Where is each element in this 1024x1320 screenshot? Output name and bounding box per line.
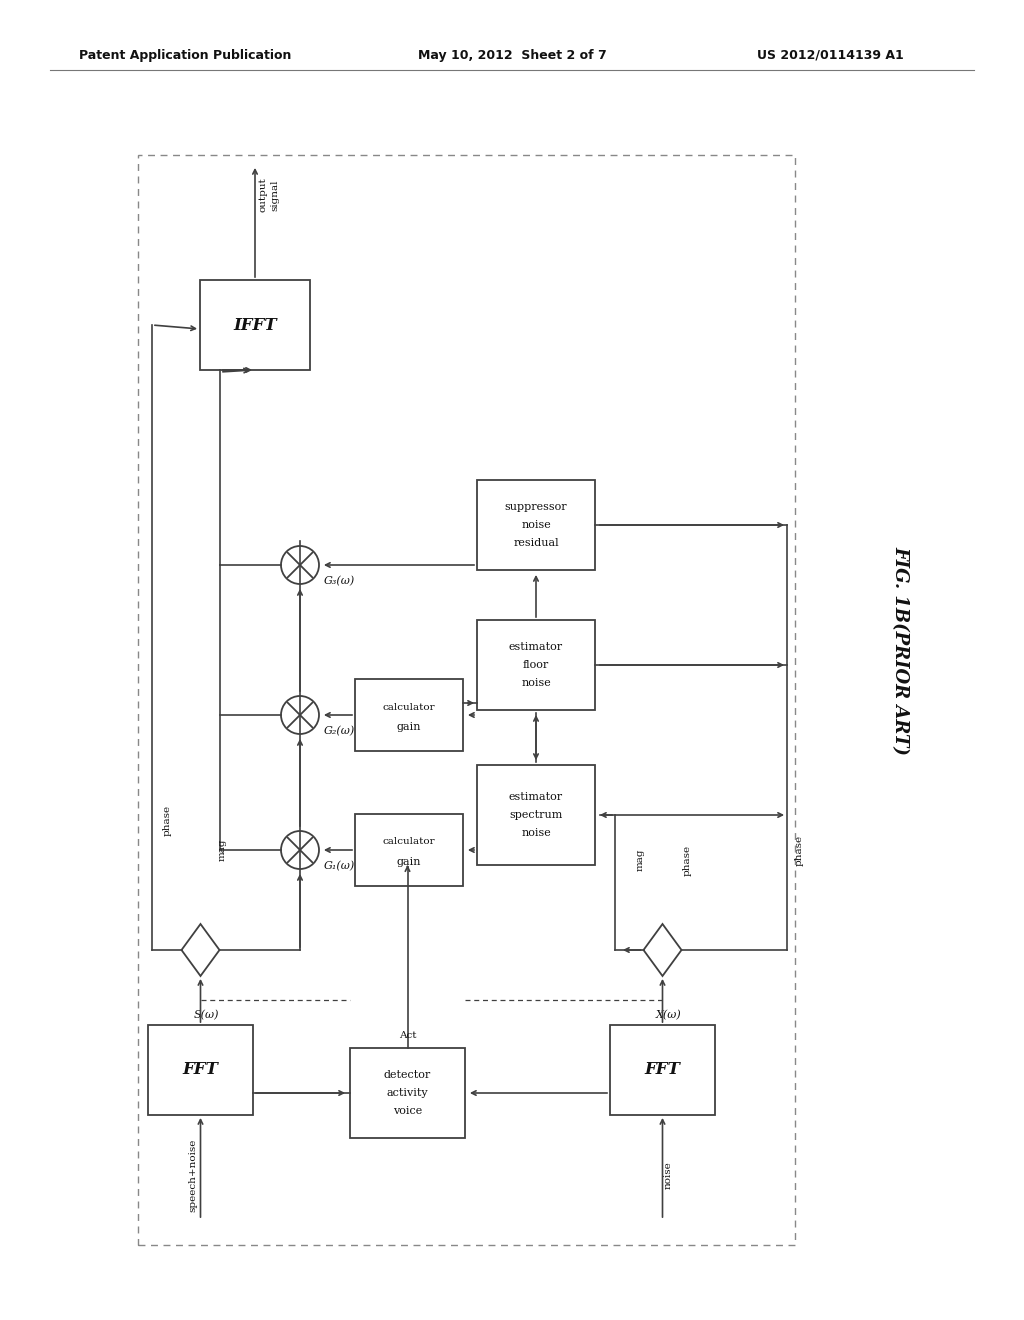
Text: suppressor: suppressor [505, 502, 567, 512]
Text: FFT: FFT [182, 1061, 218, 1078]
Text: mag: mag [636, 849, 645, 871]
Bar [477, 766, 595, 865]
Bar [200, 280, 310, 370]
Text: residual: residual [513, 539, 559, 548]
Bar [355, 814, 463, 886]
Circle shape [281, 696, 319, 734]
Text: G₃(ω): G₃(ω) [324, 576, 355, 586]
Circle shape [281, 832, 319, 869]
Text: S(ω): S(ω) [194, 1010, 219, 1020]
Text: estimator: estimator [509, 792, 563, 803]
Bar [477, 480, 595, 570]
Text: activity: activity [387, 1088, 428, 1098]
Text: noise: noise [521, 678, 551, 688]
Bar [477, 620, 595, 710]
Text: calculator: calculator [383, 837, 435, 846]
Text: phase: phase [163, 804, 172, 836]
Text: Act: Act [398, 1031, 416, 1040]
Bar [148, 1026, 253, 1115]
Text: estimator: estimator [509, 642, 563, 652]
Text: FFT: FFT [644, 1061, 680, 1078]
Bar [138, 154, 795, 1245]
Text: May 10, 2012  Sheet 2 of 7: May 10, 2012 Sheet 2 of 7 [418, 49, 606, 62]
Bar [610, 1026, 715, 1115]
Text: speech+noise: speech+noise [188, 1138, 197, 1212]
Text: Patent Application Publication: Patent Application Publication [79, 49, 291, 62]
Bar [355, 678, 463, 751]
Text: noise: noise [521, 828, 551, 838]
Text: G₂(ω): G₂(ω) [324, 726, 355, 737]
Text: output: output [258, 178, 267, 213]
Text: mag: mag [218, 838, 227, 861]
Text: phase: phase [795, 834, 804, 866]
Text: floor: floor [523, 660, 549, 671]
Text: gain: gain [396, 857, 421, 867]
Polygon shape [181, 924, 219, 975]
Text: voice: voice [393, 1106, 422, 1115]
Text: detector: detector [384, 1071, 431, 1080]
Text: FIG. 1B(PRIOR ART): FIG. 1B(PRIOR ART) [891, 545, 909, 755]
Text: G₁(ω): G₁(ω) [324, 861, 355, 871]
Polygon shape [643, 924, 682, 975]
Bar [350, 1048, 465, 1138]
Text: noise: noise [664, 1162, 673, 1189]
Text: noise: noise [521, 520, 551, 531]
Text: X(ω): X(ω) [655, 1010, 681, 1020]
Text: US 2012/0114139 A1: US 2012/0114139 A1 [757, 49, 903, 62]
Text: IFFT: IFFT [233, 317, 276, 334]
Text: gain: gain [396, 722, 421, 733]
Circle shape [281, 546, 319, 583]
Text: phase: phase [683, 845, 692, 875]
Text: signal: signal [270, 180, 280, 211]
Text: spectrum: spectrum [509, 810, 562, 820]
Text: calculator: calculator [383, 702, 435, 711]
